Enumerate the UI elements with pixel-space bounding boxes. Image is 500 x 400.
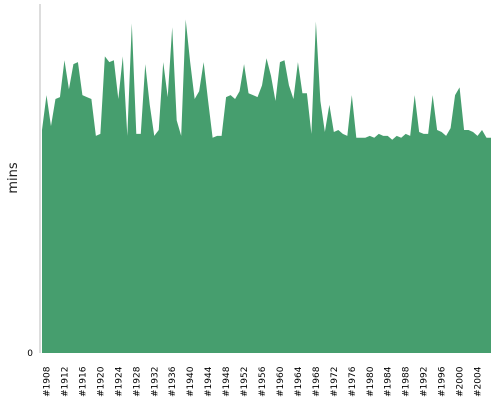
x-tick-label: #1920 (96, 366, 106, 397)
x-tick-label: #1996 (438, 366, 448, 397)
x-tick-label: #1992 (420, 367, 430, 397)
x-tick-label: #1908 (42, 366, 52, 397)
x-tick-label: #1976 (348, 366, 358, 397)
x-tick-label: #1964 (294, 366, 304, 397)
y-axis-label: mins (6, 162, 21, 194)
x-tick-label: #1924 (114, 366, 124, 397)
x-tick-label: #1912 (60, 367, 70, 397)
x-tick-label: #1936 (168, 366, 178, 397)
area-series (42, 19, 491, 353)
x-tick-label: #1940 (186, 366, 196, 397)
x-tick-label: #1916 (78, 366, 88, 397)
x-tick-label: #2004 (474, 366, 484, 397)
x-tick-label: #1956 (258, 366, 268, 397)
x-tick-label: #1948 (222, 366, 232, 397)
x-tick-label: #1960 (276, 366, 286, 397)
y-tick-label: 0 (27, 349, 33, 359)
x-tick-labels: #1908 #1912 #1916 #1920 #1924 #1928 #1932 #1936… (42, 366, 483, 397)
x-tick-label: #1932 (150, 367, 160, 397)
x-tick-label: #1952 (240, 367, 250, 397)
x-tick-label: #1968 (312, 366, 322, 397)
x-tick-label: #2000 (456, 366, 466, 397)
x-tick-label: #1944 (204, 366, 214, 397)
x-tick-label: #1984 (384, 366, 394, 397)
x-tick-label: #1928 (132, 366, 142, 397)
x-tick-label: #1988 (402, 366, 412, 397)
x-tick-label: #1980 (366, 366, 376, 397)
x-tick-label: #1972 (330, 367, 340, 397)
